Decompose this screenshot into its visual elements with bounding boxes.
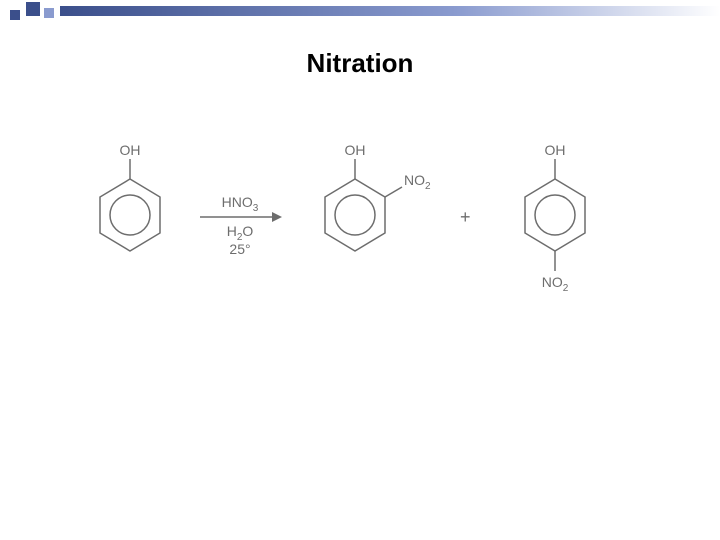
aromatic-circle — [335, 195, 375, 235]
slide-top-decoration — [0, 0, 720, 28]
reaction-scheme: OH HNO3 H2O 25° OH NO2 + — [80, 129, 640, 349]
para-svg: OH NO2 — [500, 139, 610, 329]
aromatic-circle — [535, 195, 575, 235]
molecule-ortho-nitrophenol: OH NO2 — [300, 139, 450, 294]
ortho-svg: OH NO2 — [300, 139, 450, 289]
plus-sign: + — [460, 207, 471, 228]
arrowhead-icon — [272, 212, 282, 222]
benzene-hexagon — [325, 179, 385, 251]
page-title: Nitration — [0, 48, 720, 79]
reagent-label: HNO3 — [222, 194, 259, 214]
arrow-svg: HNO3 H2O 25° — [190, 191, 290, 281]
oh-label: OH — [120, 142, 141, 158]
aromatic-circle — [110, 195, 150, 235]
benzene-hexagon — [525, 179, 585, 251]
molecule-phenol: OH — [80, 139, 180, 294]
oh-label: OH — [545, 142, 566, 158]
molecule-para-nitrophenol: OH NO2 — [500, 139, 610, 334]
nitro-label: NO2 — [404, 172, 431, 192]
phenol-svg: OH — [80, 139, 180, 289]
temperature-label: 25° — [229, 241, 250, 257]
solvent-label: H2O — [227, 223, 254, 243]
benzene-hexagon — [100, 179, 160, 251]
nitro-label: NO2 — [542, 274, 569, 294]
topbar-svg — [0, 0, 720, 28]
oh-label: OH — [345, 142, 366, 158]
reaction-arrow-block: HNO3 H2O 25° — [190, 191, 290, 286]
